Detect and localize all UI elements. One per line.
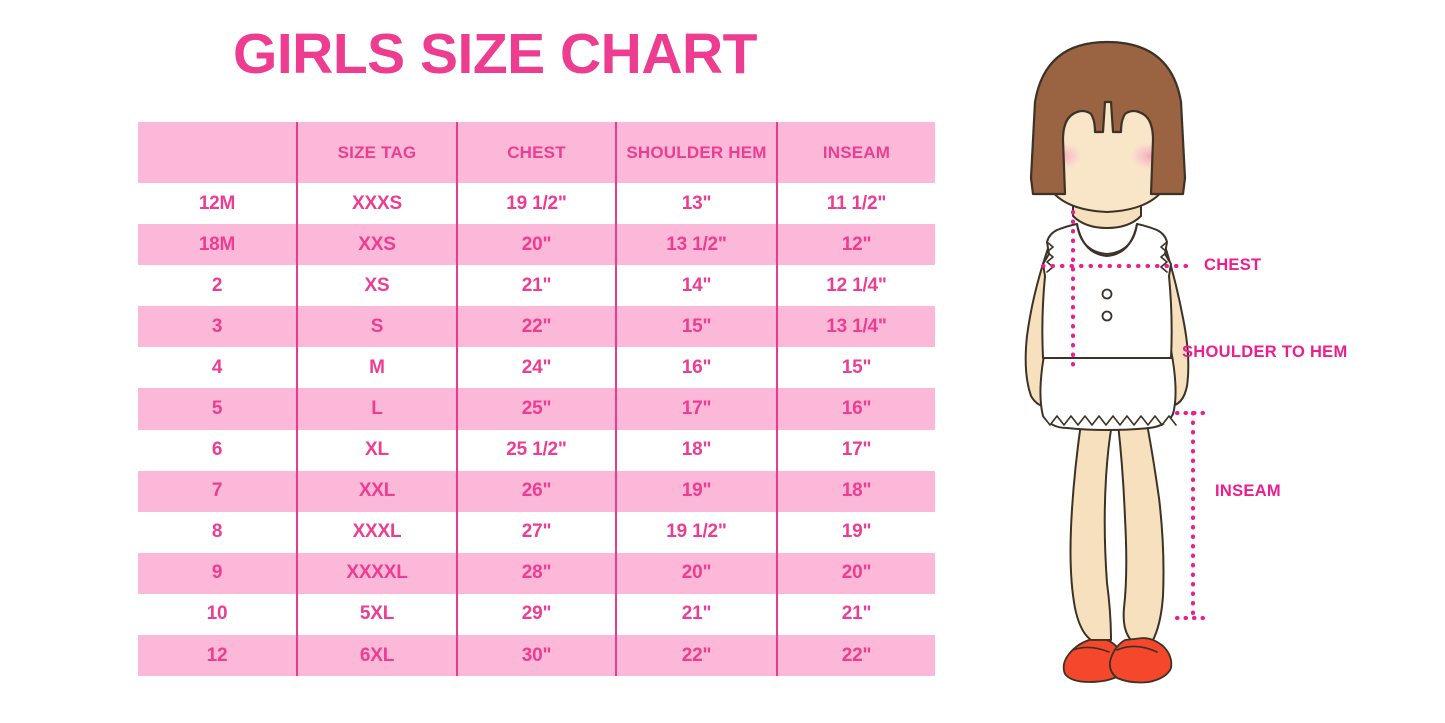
cell-size: 3 — [211, 315, 223, 337]
cell-shoulder-hem: 14" — [615, 265, 777, 307]
column-header-size — [138, 122, 297, 183]
column-header-chest: CHEST — [456, 122, 616, 183]
cell-inseam: 21" — [776, 593, 935, 636]
cell-shoulder-hem: 18" — [615, 429, 777, 471]
cell-chest: 28" — [456, 552, 616, 594]
cell-chest: 21" — [456, 265, 616, 307]
girl-illustration — [1024, 40, 1209, 684]
cell-chest: 24" — [456, 347, 616, 389]
table-row: 7 XXL 26" 19" 18" — [138, 470, 935, 512]
cell-inseam: 12" — [776, 224, 935, 266]
cell-size: 12M — [198, 192, 236, 214]
cell-shoulder-hem: 13" — [615, 183, 777, 225]
cell-size: 2 — [211, 274, 223, 296]
cell-size: 8 — [211, 521, 223, 543]
cell-size-tag: L — [296, 388, 457, 430]
shoulder-to-hem-label: SHOULDER TO HEM — [1182, 343, 1348, 361]
cell-chest: 25" — [456, 388, 616, 430]
cell-inseam: 12 1/4" — [776, 265, 935, 307]
table-row: 6 XL 25 1/2" 18" 17" — [138, 429, 935, 471]
cell-chest: 19 1/2" — [456, 183, 616, 225]
size-chart-table: SIZE TAG CHEST SHOULDER HEM INSEAM 12M X… — [138, 122, 935, 677]
cell-chest: 27" — [456, 511, 616, 553]
table-row: 9 XXXXL 28" 20" 20" — [138, 552, 935, 594]
cell-inseam: 16" — [776, 388, 935, 430]
cell-chest: 20" — [456, 224, 616, 266]
cell-size-tag: 6XL — [296, 635, 457, 677]
cell-size: 4 — [211, 356, 223, 378]
cell-size-tag: XL — [296, 429, 457, 471]
table-body: 12M XXXS 19 1/2" 13" 11 1/2" 18M XXS 20"… — [138, 183, 935, 677]
chest-label: CHEST — [1204, 256, 1262, 274]
cell-chest: 29" — [456, 593, 616, 636]
neckline — [1076, 223, 1138, 257]
table-row: 5 L 25" 17" 16" — [138, 388, 935, 430]
left-leg-shape — [1069, 422, 1113, 641]
column-header-shoulder-hem: SHOULDER HEM — [615, 122, 777, 183]
cell-size-tag: S — [296, 306, 457, 348]
table-row: 8 XXXL 27" 19 1/2" 19" — [138, 511, 935, 553]
cell-size-tag: XXXS — [296, 183, 457, 225]
cell-size-tag: M — [296, 347, 457, 389]
cell-size-tag: XS — [296, 265, 457, 307]
cell-shoulder-hem: 22" — [615, 635, 777, 677]
table-header-row: SIZE TAG CHEST SHOULDER HEM INSEAM — [138, 122, 935, 183]
cell-size-tag: XXS — [296, 224, 457, 266]
cell-size: 6 — [211, 439, 223, 461]
cell-shoulder-hem: 19" — [615, 470, 777, 512]
cell-inseam: 19" — [776, 511, 935, 553]
table-row: 18M XXS 20" 13 1/2" 12" — [138, 224, 935, 266]
cell-inseam: 15" — [776, 347, 935, 389]
right-sleeve-ruffle — [1160, 241, 1168, 273]
table-row: 12 6XL 30" 22" 22" — [138, 635, 935, 677]
cell-chest: 30" — [456, 635, 616, 677]
cell-size: 9 — [211, 562, 223, 584]
cell-size: 18M — [198, 233, 236, 255]
cell-shoulder-hem: 20" — [615, 552, 777, 594]
table-row: 3 S 22" 15" 13 1/4" — [138, 306, 935, 348]
table-row: 4 M 24" 16" 15" — [138, 347, 935, 389]
cell-size-tag: 5XL — [296, 593, 457, 636]
cell-inseam: 22" — [776, 635, 935, 677]
right-shoe-strap — [1116, 645, 1158, 653]
table-row: 10 5XL 29" 21" 21" — [138, 593, 935, 636]
hair-shape — [1029, 40, 1187, 196]
cell-size: 10 — [206, 603, 228, 625]
column-header-size-tag: SIZE TAG — [296, 122, 457, 183]
column-header-inseam: INSEAM — [776, 122, 935, 183]
cell-size: 12 — [206, 644, 228, 666]
cell-size-tag: XXXL — [296, 511, 457, 553]
cell-inseam: 11 1/2" — [776, 183, 935, 225]
cell-size: 7 — [211, 480, 223, 502]
page-title: GIRLS SIZE CHART — [232, 22, 758, 86]
cell-chest: 26" — [456, 470, 616, 512]
cell-shoulder-hem: 17" — [615, 388, 777, 430]
cell-size-tag: XXXXL — [296, 552, 457, 594]
cell-chest: 25 1/2" — [456, 429, 616, 471]
cell-size: 5 — [211, 398, 223, 420]
cell-chest: 22" — [456, 306, 616, 348]
cell-inseam: 17" — [776, 429, 935, 471]
cell-shoulder-hem: 16" — [615, 347, 777, 389]
cell-shoulder-hem: 21" — [615, 593, 777, 636]
table-row: 2 XS 21" 14" 12 1/4" — [138, 265, 935, 307]
cell-inseam: 13 1/4" — [776, 306, 935, 348]
right-leg-shape — [1117, 423, 1165, 641]
cell-shoulder-hem: 15" — [615, 306, 777, 348]
inseam-label: INSEAM — [1215, 482, 1281, 500]
cell-shoulder-hem: 13 1/2" — [615, 224, 777, 266]
left-shoe-strap — [1072, 646, 1110, 653]
cell-shoulder-hem: 19 1/2" — [615, 511, 777, 553]
cell-size-tag: XXL — [296, 470, 457, 512]
button-bottom — [1101, 310, 1113, 322]
right-shoe-shape — [1108, 637, 1173, 684]
table-header: SIZE TAG CHEST SHOULDER HEM INSEAM — [138, 122, 935, 183]
table-row: 12M XXXS 19 1/2" 13" 11 1/2" — [138, 183, 935, 225]
cell-inseam: 20" — [776, 552, 935, 594]
cell-inseam: 18" — [776, 470, 935, 512]
bloomers-ruffle-hem — [1042, 415, 1177, 426]
button-top — [1101, 288, 1113, 300]
